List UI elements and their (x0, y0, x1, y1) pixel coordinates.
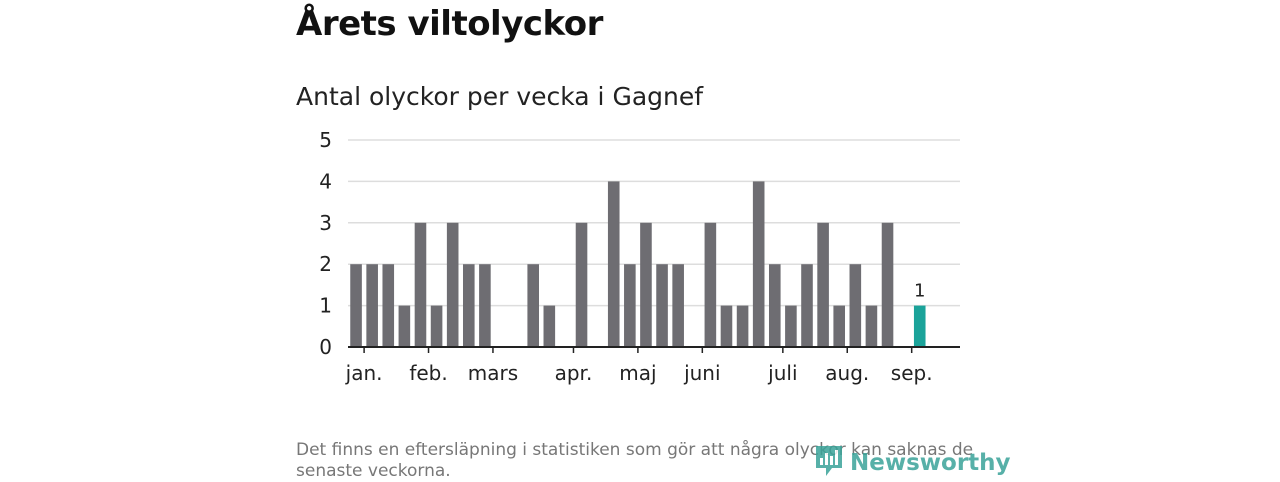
x-tick-label: maj (619, 361, 656, 385)
bar (672, 264, 684, 347)
bar (624, 264, 636, 347)
bar (720, 305, 733, 347)
bar (865, 305, 878, 347)
bars (350, 181, 926, 347)
x-axis (348, 346, 960, 353)
x-tick-label: aug. (825, 361, 869, 385)
x-tick-label: juli (767, 361, 797, 385)
chart-title: Antal olyckor per vecka i Gagnef (296, 82, 704, 111)
y-tick-label: 4 (319, 169, 332, 193)
y-tick-label: 2 (319, 252, 332, 276)
x-tick-label: jan. (345, 361, 383, 385)
bar (462, 264, 475, 347)
bar (752, 181, 765, 347)
bar (398, 305, 411, 347)
bar (801, 264, 813, 347)
x-tick-label: sep. (891, 361, 933, 385)
data-label: 1 (914, 281, 925, 302)
bar (833, 305, 846, 347)
bar (607, 181, 620, 347)
bar (849, 264, 862, 347)
bar (881, 222, 894, 347)
data-labels: 1 (914, 281, 925, 302)
y-tick-label: 5 (319, 128, 332, 152)
grid-lines (348, 139, 960, 307)
bar (768, 264, 781, 347)
bar (656, 264, 668, 347)
y-axis-tick-labels: 0 1 2 3 4 5 (319, 128, 332, 359)
bar (446, 222, 459, 347)
bar (704, 222, 717, 347)
bar (736, 305, 749, 347)
brand-name: Newsworthy (850, 450, 1011, 476)
x-tick-label: apr. (555, 361, 593, 385)
bar (479, 264, 491, 347)
y-tick-label: 1 (319, 294, 332, 318)
newsworthy-logo-icon (814, 444, 844, 482)
page-title: Årets viltolyckor (296, 4, 603, 44)
y-tick-label: 3 (319, 211, 332, 235)
x-tick-label: juni (683, 361, 720, 385)
bar (527, 264, 540, 347)
bar (785, 305, 797, 347)
bar (414, 222, 427, 347)
bar (430, 305, 443, 347)
bar (382, 264, 395, 347)
footnote: Det finns en eftersläpning i statistiken… (296, 440, 974, 481)
bar (575, 222, 588, 347)
brand: Newsworthy (814, 444, 1011, 482)
bar (640, 222, 652, 347)
bar (350, 264, 362, 347)
x-tick-label: feb. (409, 361, 447, 385)
x-axis-tick-labels: jan. feb. mars apr. maj juni juli aug. sep. (345, 361, 933, 385)
bar-highlight (913, 305, 926, 347)
x-tick-label: mars (468, 361, 518, 385)
bar (817, 222, 829, 347)
bar-chart: 0 1 2 3 4 5 jan. feb. mars apr. maj juni juli aug. se… (319, 128, 960, 385)
bar (366, 264, 378, 347)
y-tick-label: 0 (319, 335, 332, 359)
bar (543, 305, 556, 347)
